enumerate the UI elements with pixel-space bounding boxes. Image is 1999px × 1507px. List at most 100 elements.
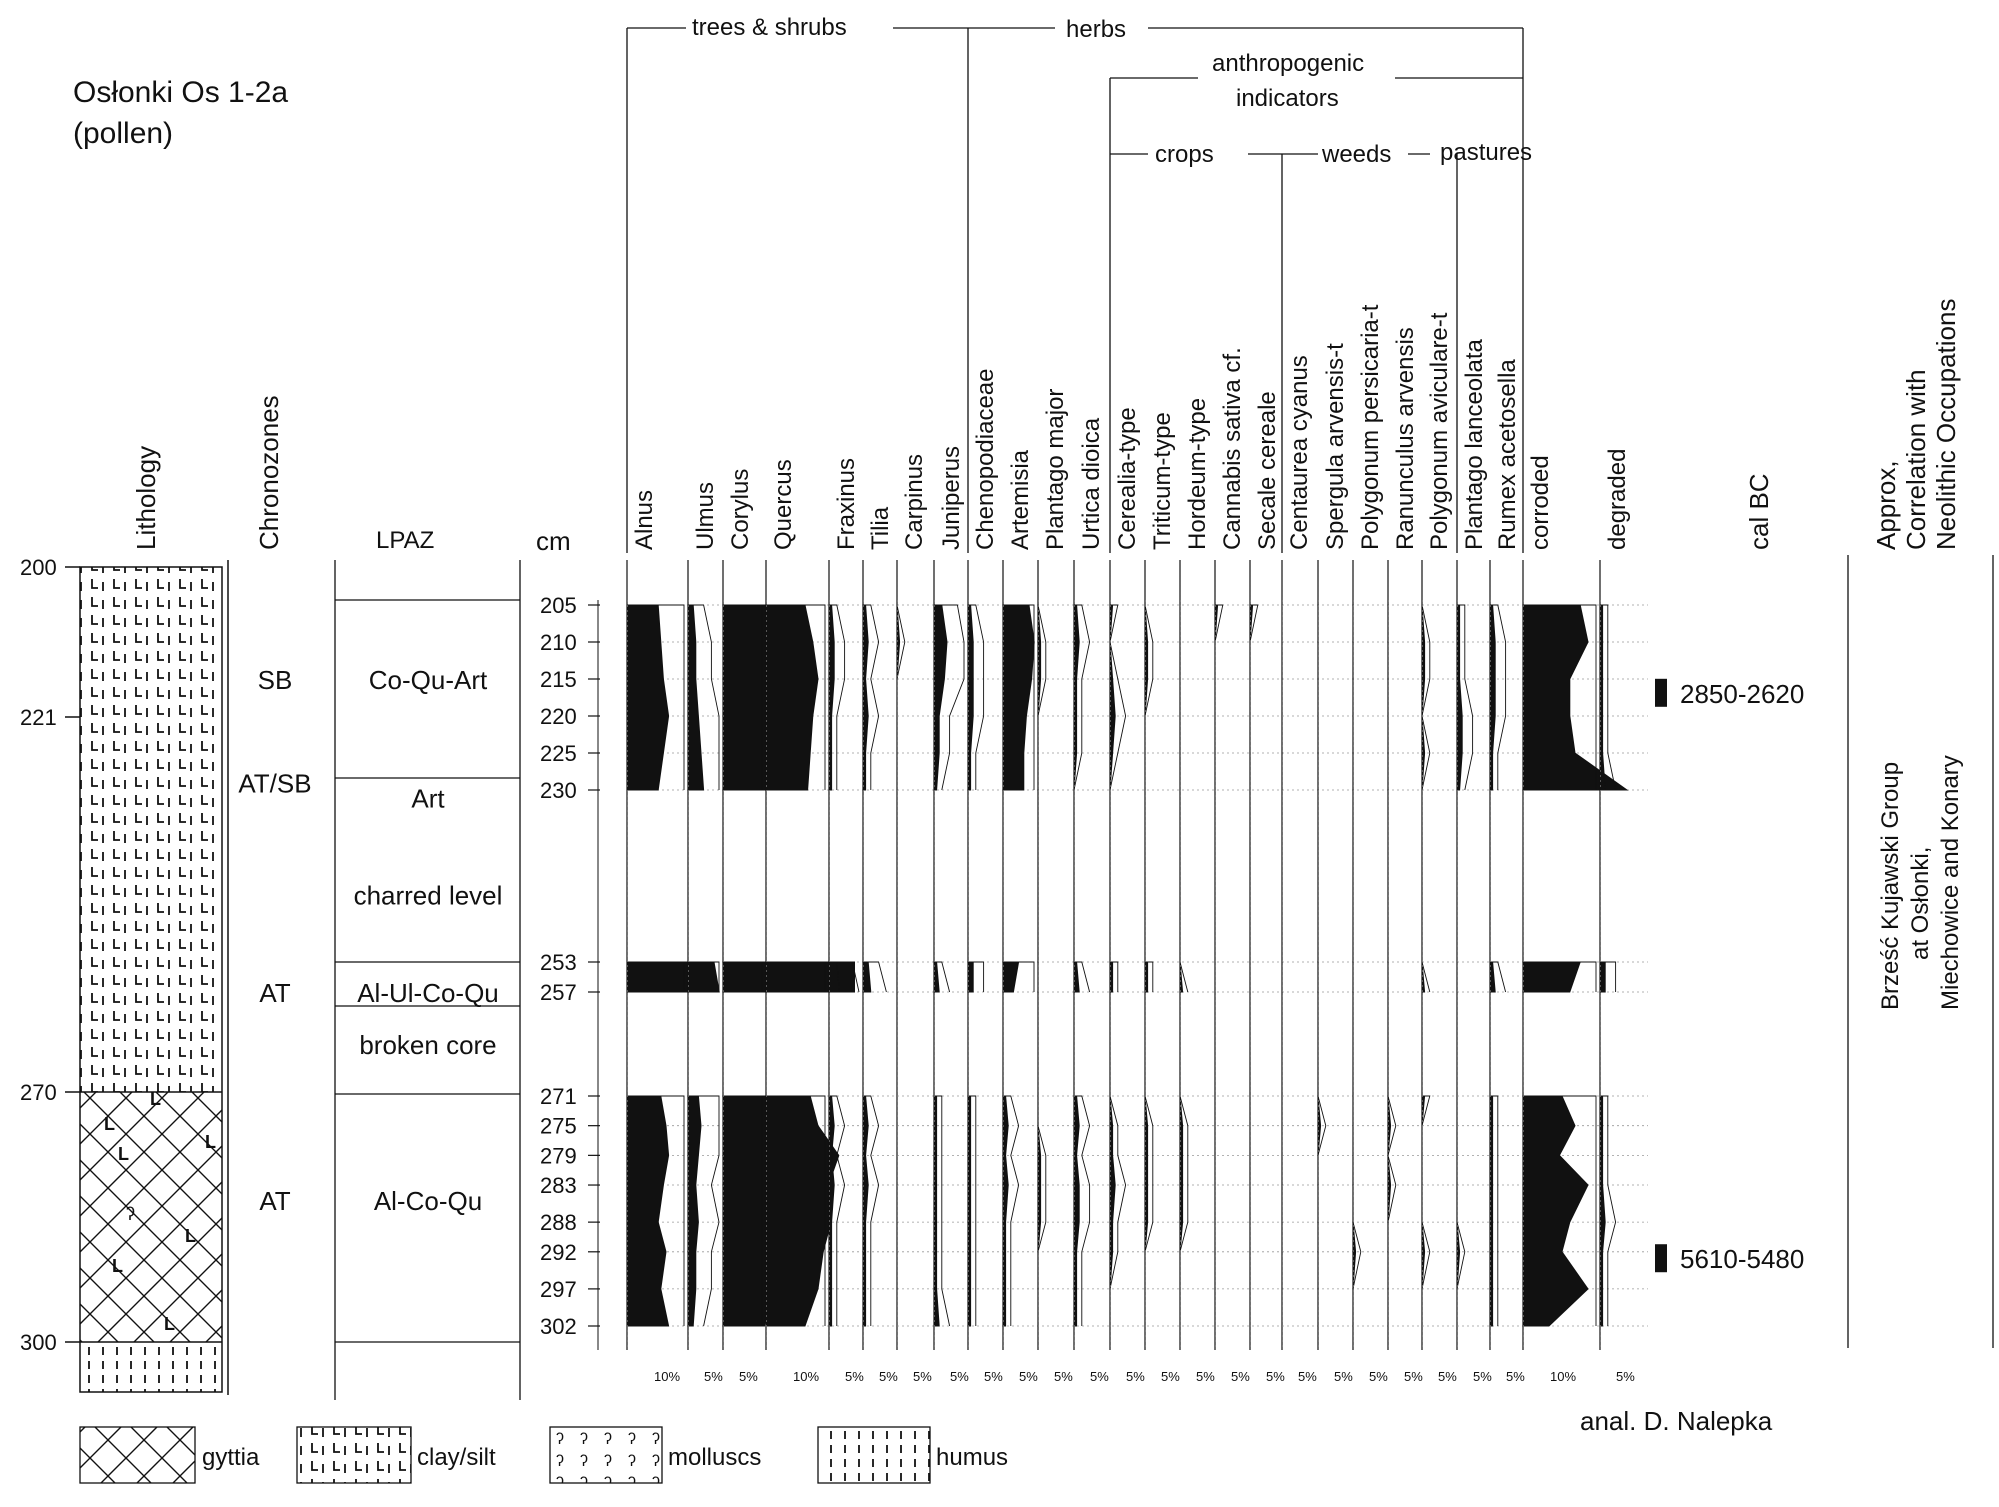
chronozone-label: SB — [258, 665, 293, 695]
taxon-label: Cannabis sativa cf. — [1219, 347, 1246, 550]
taxon-curve-area — [862, 1095, 869, 1327]
taxon-curve-exaggerated — [863, 1095, 880, 1326]
taxon-curve-exaggerated — [627, 1095, 685, 1326]
age-label: 5610-5480 — [1680, 1244, 1804, 1274]
chronozone-label: AT — [259, 1186, 290, 1216]
taxon-label: Fraxinus — [833, 458, 860, 550]
taxon-scale-label: 5% — [1090, 1369, 1109, 1384]
taxon-scale-label: 10% — [1550, 1369, 1576, 1384]
taxon-curve-exaggerated — [627, 961, 685, 992]
taxon-curve-exaggerated — [1249, 604, 1259, 790]
taxon-curve-exaggerated — [688, 1095, 720, 1327]
taxon-curve-area — [1002, 961, 1020, 993]
taxon-curve-exaggerated — [1214, 604, 1224, 790]
taxon-curve-exaggerated — [829, 604, 846, 790]
taxon-label: Hordeum-type — [1184, 398, 1211, 550]
taxon-label: Chenopodiaceae — [972, 369, 999, 551]
chronozone-label: AT/SB — [238, 769, 311, 799]
taxon-curve-area — [1002, 1095, 1009, 1327]
taxon-curve-area — [765, 961, 855, 993]
correlation-text-3: Miechowice and Konary — [1937, 755, 1964, 1010]
taxon-curve-exaggerated — [1523, 961, 1597, 992]
taxon-curve-exaggerated — [934, 604, 965, 791]
taxon-label: Juniperus — [938, 446, 965, 550]
taxon-scale-label: 10% — [654, 1369, 680, 1384]
taxon-label: Artemisia — [1007, 449, 1034, 550]
taxon-curve-exaggerated — [968, 961, 985, 992]
depth-tick-label: 297 — [540, 1277, 577, 1302]
depth-tick-label: 288 — [540, 1210, 577, 1235]
taxon-curve-exaggerated — [1145, 961, 1154, 992]
taxon-curve-area — [1489, 604, 1496, 791]
correlation-text-1: Brześć Kujawski Group — [1877, 762, 1904, 1010]
taxon-curve-exaggerated — [1600, 1095, 1617, 1326]
group-anthropogenic-label-1: anthropogenic — [1212, 50, 1364, 77]
lpaz-label: Co-Qu-Art — [369, 665, 488, 695]
taxon-curve-exaggerated — [1073, 604, 1091, 791]
taxon-curve-area — [1456, 604, 1463, 791]
depth-tick-label: 220 — [540, 704, 577, 729]
chronozones-header: Chronozones — [254, 395, 284, 550]
credit: anal. D. Nalepka — [1580, 1406, 1773, 1436]
depth-major-label: 300 — [20, 1330, 57, 1355]
taxon-curve-area — [967, 604, 974, 791]
taxon-curve-area — [1599, 604, 1606, 791]
svg-text:L: L — [118, 1144, 129, 1164]
taxon-scale-label: 10% — [793, 1369, 819, 1384]
taxon-curve-exaggerated — [1109, 604, 1127, 791]
taxon-scale-label: 5% — [984, 1369, 1003, 1384]
taxon-scale-label: 5% — [1266, 1369, 1285, 1384]
depth-tick-label: 210 — [540, 630, 577, 655]
depth-tick-label: 275 — [540, 1114, 577, 1139]
taxon-curve-area — [828, 604, 835, 791]
taxon-curve-area — [687, 1095, 702, 1327]
taxon-curve-exaggerated — [1600, 961, 1617, 992]
legend-gyttia-label: gyttia — [202, 1444, 260, 1471]
taxon-curve-exaggerated — [1457, 604, 1474, 791]
group-anthropogenic-label-2: indicators — [1236, 85, 1339, 112]
group-herbs-label: herbs — [1066, 16, 1126, 43]
legend-molluscs-label: molluscs — [668, 1444, 761, 1471]
depth-tick-label: 230 — [540, 778, 577, 803]
taxon-label: corroded — [1527, 455, 1554, 550]
taxon-label: Spergula arvensis-t — [1322, 343, 1349, 550]
lpaz-label: charred level — [354, 881, 503, 911]
taxon-curve-exaggerated — [1600, 604, 1617, 791]
lpaz-label: Al-Co-Qu — [374, 1186, 482, 1216]
taxon-curve-area — [967, 1095, 972, 1327]
taxon-curve-area — [765, 604, 819, 791]
taxon-curve-exaggerated — [1421, 961, 1431, 993]
calbc-header: cal BC — [1744, 473, 1774, 550]
taxon-scale-label: 5% — [1298, 1369, 1317, 1384]
taxon-curve-exaggerated — [968, 604, 985, 790]
depth-tick-label: 215 — [540, 667, 577, 692]
lpaz-column — [334, 560, 521, 1400]
title-line1: Osłonki Os 1-2a — [73, 76, 288, 109]
depth-major-label: 200 — [20, 555, 57, 580]
taxon-label: Quercus — [770, 459, 797, 550]
lpaz-label: Art — [411, 783, 445, 813]
group-pastures-label: pastures — [1440, 139, 1532, 166]
taxon-label: Ranunculus arvensis — [1392, 327, 1419, 550]
taxon-curve-area — [1073, 1095, 1080, 1327]
taxon-label: Ulmus — [692, 482, 719, 550]
taxon-curve-exaggerated — [1352, 1096, 1362, 1326]
taxon-scale-label: 5% — [1161, 1369, 1180, 1384]
taxon-scale-label: 5% — [739, 1369, 758, 1384]
correlation-header-3: Neolithic Occupations — [1931, 299, 1961, 550]
taxon-curve-exaggerated — [688, 604, 720, 790]
svg-text:L: L — [205, 1132, 216, 1152]
age-marker — [1655, 678, 1667, 707]
group-headers — [626, 27, 1524, 553]
svg-text:L: L — [185, 1226, 196, 1246]
legend: gyttia clay/silt molluscs humus — [79, 1426, 1008, 1484]
taxon-label: Carpinus — [901, 454, 928, 550]
taxon-scale-label: 5% — [1473, 1369, 1492, 1384]
taxon-label: Centaurea cyanus — [1286, 355, 1313, 550]
depth-tick-label: 225 — [540, 741, 577, 766]
taxon-curve-exaggerated — [1074, 1095, 1091, 1326]
group-crops-label: crops — [1155, 141, 1214, 168]
taxon-curve-exaggerated — [1490, 604, 1507, 790]
taxon-curve-exaggerated — [766, 961, 826, 992]
